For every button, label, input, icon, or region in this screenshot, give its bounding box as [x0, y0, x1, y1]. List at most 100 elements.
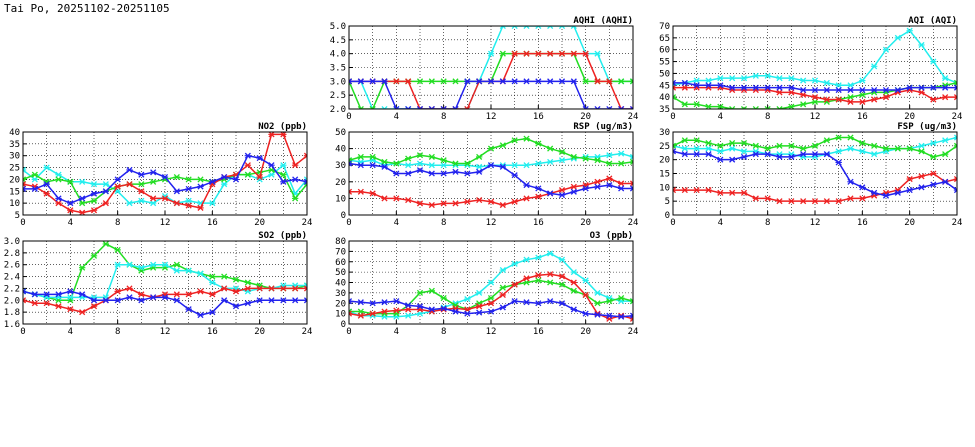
rsp-title: RSP (ug/m3) [573, 122, 633, 132]
aqi-point [823, 96, 831, 103]
rsp-point [523, 195, 530, 202]
aqi-point [811, 77, 819, 84]
so2-point [280, 285, 287, 292]
fsp-point [811, 198, 819, 205]
so2-point [209, 273, 216, 280]
rsp-point [381, 163, 388, 170]
o3-point [369, 300, 376, 307]
so2-point [185, 291, 192, 298]
aqi-point [906, 27, 913, 34]
aqhi-point [546, 26, 554, 30]
fsp-point [728, 156, 736, 163]
so2-point [173, 291, 181, 298]
aqhi-point [349, 78, 353, 85]
so2-point [67, 288, 74, 295]
o3-point [570, 279, 578, 286]
o3-xtick-label: 20 [580, 327, 591, 337]
fsp-point [894, 189, 902, 196]
fsp-point [740, 148, 748, 155]
fsp-point [941, 137, 949, 144]
so2-point [102, 241, 110, 248]
aqhi-point [452, 105, 459, 109]
fsp-point [705, 151, 712, 158]
rsp-point [582, 185, 589, 192]
no2-point [78, 178, 86, 185]
aqi-point [705, 77, 712, 84]
aqi-point [788, 103, 795, 109]
so2-ytick-label: 2.8 [4, 249, 20, 259]
aqhi-frame [348, 25, 634, 110]
no2-ytick-label: 15 [9, 187, 20, 197]
aqhi-point [570, 50, 578, 57]
aqi-point [835, 82, 842, 89]
rsp-series-red [349, 175, 633, 209]
rsp-point [393, 195, 400, 202]
fsp-point [752, 195, 760, 202]
rsp-point [404, 170, 412, 177]
o3-point [499, 291, 507, 299]
so2-point [220, 297, 228, 304]
o3-point [475, 303, 483, 310]
no2-point [149, 195, 157, 202]
o3-point [629, 312, 633, 319]
rsp-point [349, 188, 353, 195]
so2-point [220, 285, 228, 292]
fsp-ytick-label: 15 [659, 170, 670, 180]
rsp-series-blue [349, 160, 633, 199]
aqi-point [930, 84, 937, 91]
aqi-point [673, 84, 677, 91]
so2-point [114, 246, 121, 253]
aqhi-title: AQHI (AQHI) [573, 16, 633, 26]
o3-point [535, 277, 542, 284]
aqhi-point [558, 78, 566, 85]
so2-point [31, 300, 39, 307]
no2-point [55, 171, 62, 178]
o3-xtick-label: 12 [486, 327, 497, 337]
fsp-ytick-label: 20 [659, 156, 670, 166]
aqhi-point [546, 50, 554, 57]
fsp-series-blue [673, 148, 957, 199]
rsp-point [617, 180, 625, 187]
rsp-point [404, 155, 412, 162]
so2-point [220, 273, 228, 280]
o3-point [349, 310, 353, 317]
aqi-point [799, 77, 807, 84]
o3-point [606, 298, 613, 305]
aqi-point [953, 94, 957, 101]
aqi-point [835, 96, 842, 103]
fsp-point [847, 145, 854, 152]
fsp-point [728, 145, 736, 152]
o3-title: O3 (ppb) [590, 231, 633, 241]
aqhi-point [546, 78, 554, 85]
fsp-point [930, 181, 937, 188]
no2-point [78, 195, 86, 202]
o3-point [570, 269, 578, 276]
aqhi-point [523, 78, 530, 85]
fsp-chart: 0 5 10 15 20 25 30 0 4 8 12 16 20 24 FSP (ug/m3) [659, 122, 962, 228]
aqi-point [776, 89, 783, 96]
no2-point [280, 178, 287, 185]
no2-point [280, 162, 287, 169]
fsp-point [941, 151, 949, 158]
no2-point [138, 181, 145, 188]
o3-point [617, 295, 625, 302]
o3-xtick-label: 16 [533, 327, 544, 337]
so2-xtick-label: 0 [20, 327, 25, 337]
fsp-xtick-label: 8 [765, 218, 770, 228]
no2-point [244, 162, 252, 169]
so2-ytick-label: 2.4 [4, 273, 20, 283]
aqi-point [693, 101, 700, 108]
aqhi-ytick-label: 2.5 [330, 91, 346, 101]
aqhi-point [393, 78, 400, 85]
aqi-point [752, 84, 760, 91]
so2-point [138, 297, 145, 304]
no2-point [90, 197, 98, 204]
aqhi-point [440, 78, 447, 85]
aqi-point [882, 94, 890, 101]
aqi-point [941, 94, 949, 101]
aqhi-point [487, 78, 495, 85]
no2-point [43, 181, 50, 188]
no2-point [268, 171, 275, 178]
aqi-ytick-label: 40 [659, 93, 670, 103]
no2-point [31, 176, 39, 183]
